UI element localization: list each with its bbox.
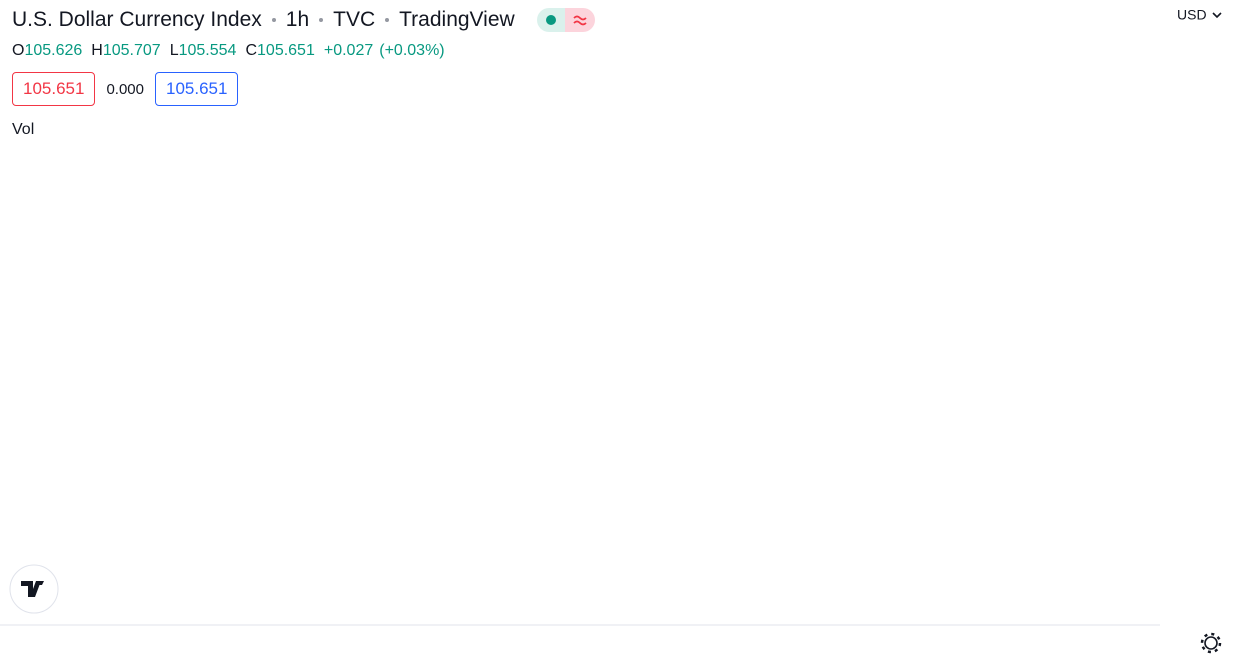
gear-teeth [1200, 632, 1222, 654]
sell-price[interactable]: 105.651 [12, 72, 96, 106]
gear-ring [1204, 636, 1218, 650]
tv-logo[interactable] [9, 564, 59, 614]
separator [271, 18, 276, 22]
source: TradingView [399, 8, 515, 31]
readout-key: O [12, 42, 25, 59]
wave [573, 15, 587, 26]
change-pct: (+0.03%) [379, 42, 445, 59]
readout-value: 105.707 [102, 42, 161, 59]
change: +0.027 [323, 42, 374, 59]
readout-value: 105.651 [257, 42, 315, 59]
wave-icon [573, 15, 587, 26]
readout-key: C [245, 42, 258, 59]
ohlc-readout: O 105.626 H 105.707 L 105.554 C 105.651 +0.027 (+… [12, 40, 445, 62]
buy-price[interactable]: 105.651 [155, 72, 239, 106]
logo-mark [21, 581, 44, 597]
symbol-title: U.S. Dollar Currency Index [12, 8, 262, 31]
exchange: TVC [333, 8, 376, 31]
market-dot [545, 15, 556, 25]
readout-value: 105.554 [178, 42, 237, 59]
settings-icon[interactable] [1200, 632, 1222, 654]
separator [319, 18, 324, 22]
interval[interactable]: 1h [285, 8, 310, 31]
volume-legend: Vol [12, 121, 34, 139]
currency[interactable]: USD [1177, 7, 1207, 23]
currency-caret [1212, 12, 1222, 19]
volume-label: Vol [12, 121, 35, 138]
separator [385, 18, 390, 22]
header: U.S. Dollar Currency Index 1h TVC Tradin… [12, 5, 595, 35]
status-icons [536, 8, 595, 32]
spread: 0.000 [106, 80, 144, 98]
trade-buttons: 105.651 0.000 105.651 [12, 72, 239, 106]
market-open-icon[interactable] [536, 8, 565, 32]
readout-value: 105.626 [24, 42, 83, 59]
readout-key: H [91, 42, 103, 59]
delayed-icon[interactable] [564, 8, 595, 32]
readout-key: L [169, 42, 179, 59]
